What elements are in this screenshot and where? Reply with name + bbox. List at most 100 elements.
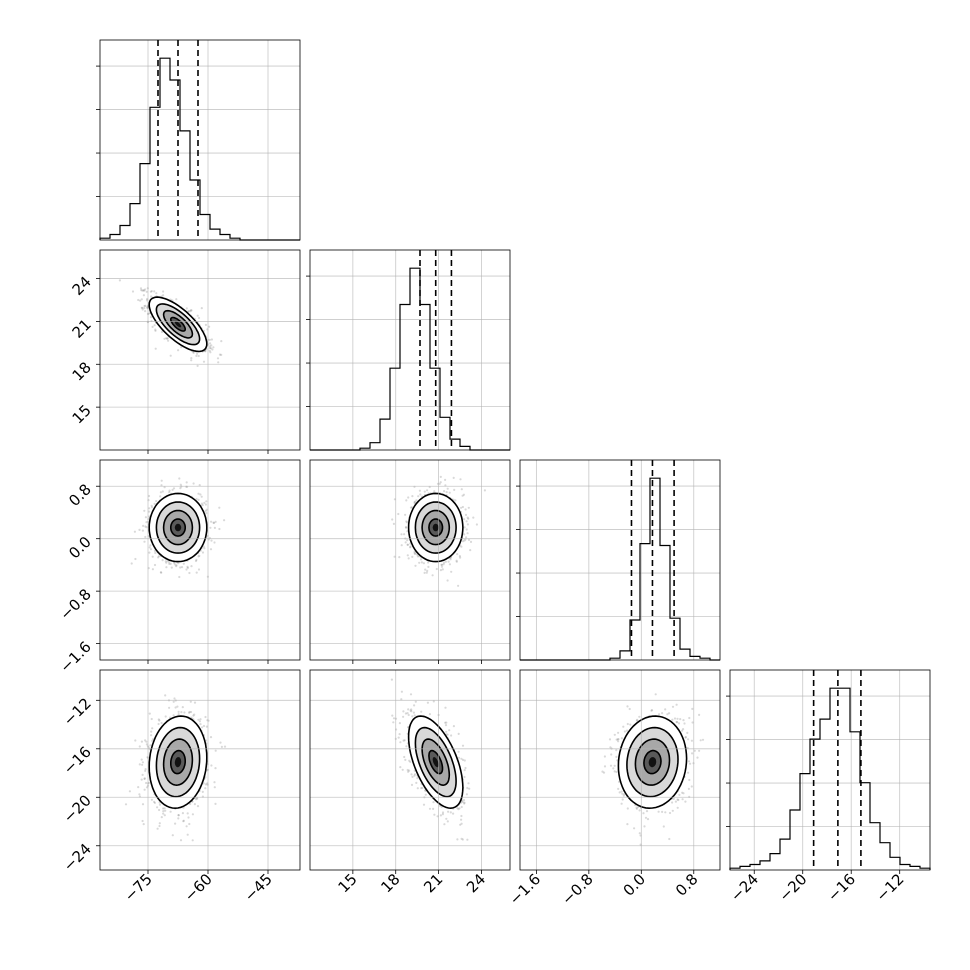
scatter-point — [459, 478, 462, 481]
scatter-point — [165, 561, 168, 564]
scatter-point — [460, 488, 463, 491]
scatter-point — [144, 516, 147, 519]
scatter-point — [202, 360, 206, 363]
scatter-point — [409, 506, 413, 509]
scatter-point — [190, 565, 193, 568]
scatter-point — [169, 562, 172, 566]
scatter-point — [220, 353, 223, 356]
scatter-point — [472, 516, 475, 519]
scatter-point — [450, 570, 453, 573]
scatter-point — [413, 773, 417, 776]
scatter-point — [435, 567, 438, 571]
scatter-point — [181, 812, 184, 815]
scatter-point — [189, 310, 192, 313]
scatter-point — [466, 532, 469, 535]
scatter-point — [154, 329, 157, 332]
scatter-point — [210, 520, 213, 523]
scatter-point — [415, 781, 418, 785]
scatter-point — [160, 479, 163, 482]
scatter-point — [142, 823, 145, 826]
scatter-point — [197, 555, 200, 558]
scatter-point — [165, 337, 168, 340]
scatter-point — [404, 526, 408, 529]
scatter-point — [406, 543, 409, 546]
scatter-point — [154, 328, 157, 331]
scatter-point — [438, 482, 441, 485]
scatter-point — [196, 352, 199, 355]
scatter-point — [459, 823, 462, 826]
scatter-point — [153, 290, 156, 293]
scatter-point — [145, 299, 149, 302]
scatter-point — [145, 521, 148, 524]
density-fill — [174, 523, 182, 532]
scatter-point — [163, 807, 166, 810]
scatter-point — [461, 838, 464, 841]
scatter-point — [421, 786, 424, 790]
scatter-point — [143, 540, 146, 543]
scatter-point — [407, 713, 410, 717]
scatter-point — [204, 509, 207, 513]
scatter-point — [133, 530, 136, 533]
scatter-point — [173, 563, 176, 566]
scatter-point — [420, 561, 423, 564]
scatter-point — [157, 555, 161, 558]
scatter-point — [147, 494, 151, 498]
scatter-point — [399, 741, 402, 744]
scatter-point — [444, 560, 447, 563]
scatter-point — [406, 712, 409, 715]
scatter-point — [151, 739, 154, 743]
scatter-point — [401, 768, 404, 771]
scatter-point — [143, 304, 146, 308]
scatter-point — [188, 710, 191, 714]
scatter-point — [446, 733, 449, 736]
contour-line — [170, 518, 186, 537]
scatter-point — [147, 781, 151, 784]
scatter-point — [177, 814, 180, 817]
scatter-point — [150, 798, 153, 801]
scatter-point — [198, 484, 201, 487]
pair-panel-1-3 — [309, 669, 511, 871]
scatter-point — [391, 518, 394, 521]
scatter-point — [436, 815, 439, 818]
scatter-point — [166, 337, 169, 340]
scatter-point — [405, 526, 408, 529]
scatter-point — [177, 349, 180, 352]
scatter-point — [189, 802, 192, 806]
scatter-point — [140, 778, 143, 781]
scatter-point — [428, 713, 431, 716]
scatter-point — [153, 801, 156, 805]
scatter-point — [427, 565, 430, 569]
scatter-point — [140, 306, 143, 309]
scatter-point — [178, 575, 181, 579]
scatter-point — [157, 718, 160, 721]
scatter-point — [177, 817, 180, 820]
scatter-point — [463, 801, 466, 804]
scatter-point — [463, 539, 466, 542]
scatter-point — [177, 814, 180, 817]
scatter-point — [194, 798, 198, 801]
scatter-point — [185, 568, 188, 571]
scatter-point — [460, 757, 463, 760]
scatter-point — [214, 520, 217, 524]
scatter-point — [138, 763, 141, 766]
scatter-point — [131, 290, 135, 293]
scatter-point — [141, 773, 144, 777]
scatter-point — [203, 547, 206, 550]
scatter-point — [218, 506, 221, 509]
contour-line — [414, 501, 457, 554]
scatter-point — [463, 533, 466, 536]
scatter-point — [175, 564, 178, 567]
scatter-point — [185, 481, 188, 484]
scatter-point — [208, 345, 212, 348]
scatter-point — [144, 769, 147, 773]
scatter-point — [456, 807, 459, 810]
scatter-point — [409, 546, 412, 549]
scatter-point — [462, 493, 465, 496]
scatter-point — [172, 714, 175, 717]
scatter-point — [424, 568, 427, 571]
scatter-point — [213, 786, 216, 789]
scatter-point — [153, 563, 157, 567]
scatter-point — [150, 717, 153, 721]
scatter-point — [205, 500, 208, 503]
scatter-point — [432, 700, 435, 703]
